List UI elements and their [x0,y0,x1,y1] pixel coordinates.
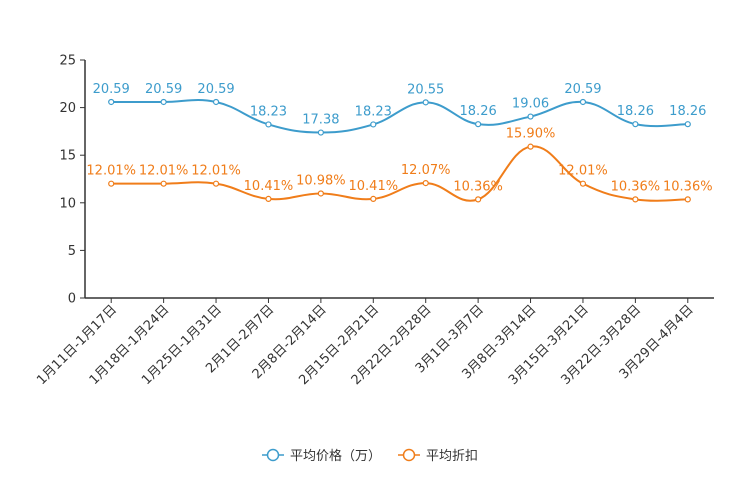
data-label: 18.26 [617,104,654,119]
data-point[interactable] [422,179,429,187]
data-point[interactable] [527,143,534,150]
y-tick-label: 0 [68,292,76,307]
series-layer: 20.59 20.59 20.59 18.23 17.38 18.23 20.55 18.26… [86,82,713,203]
data-label: 10.36% [611,179,661,194]
data-label: 15.90% [506,127,556,142]
data-label: 18.23 [250,104,287,119]
data-point[interactable] [632,196,639,203]
series-0: 20.59 20.59 20.59 18.23 17.38 18.23 20.55 18.26… [93,82,706,136]
data-label: 10.98% [296,173,346,188]
data-point[interactable] [475,121,482,128]
data-label: 20.55 [407,82,444,97]
data-label: 18.26 [460,104,497,119]
legend-item-1[interactable]: 平均折扣 [398,448,478,464]
data-label: 10.36% [453,179,503,194]
data-point[interactable] [317,129,324,136]
data-label: 10.36% [663,179,713,194]
data-label: 12.01% [558,164,608,179]
data-point[interactable] [370,121,377,128]
legend-item-0[interactable]: 平均价格（万） [262,448,381,464]
data-label: 18.26 [669,104,706,119]
data-point[interactable] [160,98,167,106]
data-label: 12.01% [191,164,241,179]
data-label: 19.06 [512,97,549,112]
data-label: 17.38 [302,113,339,128]
y-tick-label: 10 [59,196,76,211]
legend-label: 平均价格（万） [290,448,381,464]
data-point[interactable] [370,195,377,202]
data-point[interactable] [684,196,691,203]
data-point[interactable] [265,121,272,128]
legend-label: 平均折扣 [426,449,478,464]
legend-marker-icon [402,448,416,462]
data-point[interactable] [684,121,691,128]
data-label: 12.07% [401,163,451,178]
data-label: 12.01% [139,164,189,179]
data-label: 20.59 [564,82,601,97]
data-label: 20.59 [145,82,182,97]
data-label: 20.59 [93,82,130,97]
data-label: 18.23 [355,104,392,119]
data-point[interactable] [475,196,482,203]
data-point[interactable] [160,180,167,187]
data-point[interactable] [527,113,534,120]
data-label: 20.59 [197,82,234,97]
data-point[interactable] [265,195,272,202]
y-tick-label: 20 [59,101,76,116]
y-tick-label: 15 [59,149,76,164]
data-point[interactable] [579,98,587,106]
data-point[interactable] [108,180,115,187]
legend[interactable]: 平均价格（万） 平均折扣 [262,448,478,464]
data-point[interactable] [212,180,220,187]
data-point[interactable] [632,121,639,128]
series-line [111,99,688,134]
data-point[interactable] [212,98,220,106]
data-point[interactable] [579,180,587,187]
data-label: 10.41% [349,179,399,194]
y-tick-label: 5 [68,244,76,259]
data-point[interactable] [317,190,324,197]
series-1: 12.01% 12.01% 12.01%10.41% 10.98% 10.41%12.0… [86,127,713,203]
legend-marker-icon [266,448,280,462]
data-point[interactable] [108,98,115,106]
data-point[interactable] [422,99,429,106]
data-label: 10.41% [244,179,294,194]
y-tick-label: 25 [59,54,76,69]
data-label: 12.01% [86,164,136,179]
